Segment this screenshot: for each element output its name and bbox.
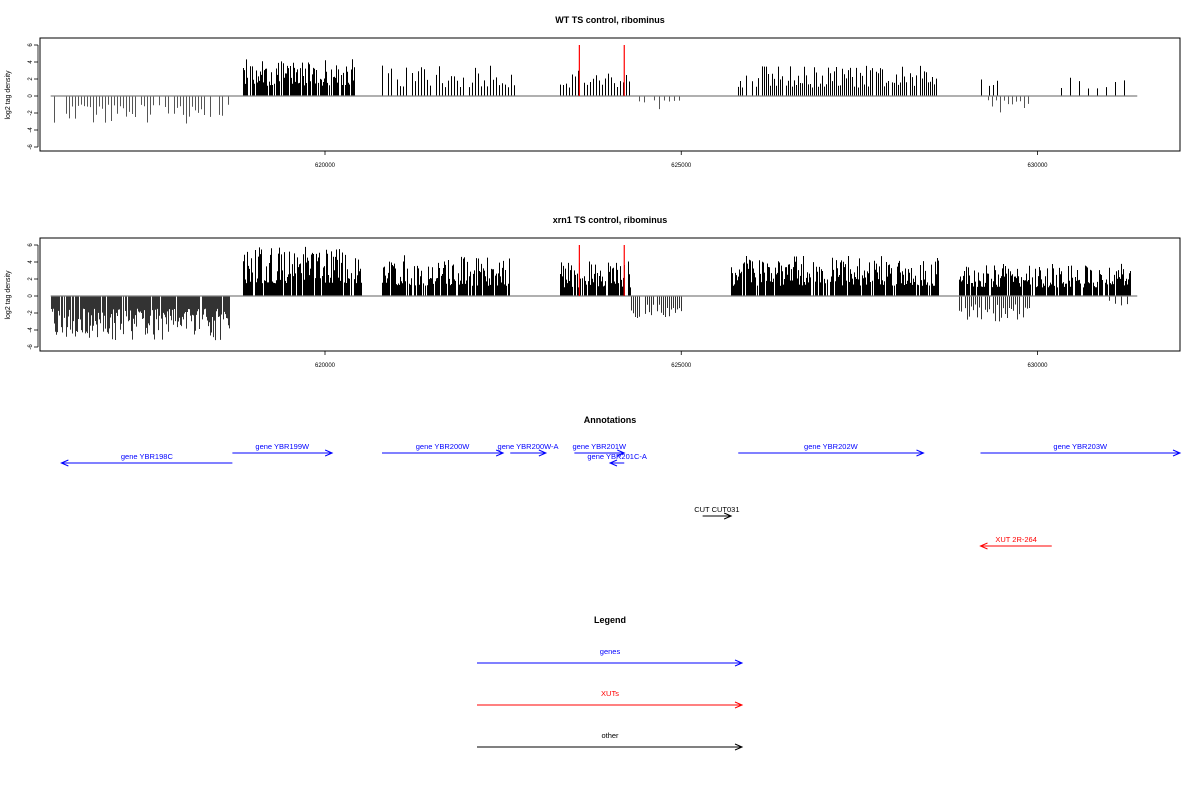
annotation-label: gene YBR201W xyxy=(572,442,627,451)
y-tick-label: 6 xyxy=(28,43,34,47)
legend-arrow-head xyxy=(734,743,744,751)
annotation-gene-arrow: gene YBR203W xyxy=(980,442,1182,457)
xrn1-red-markers xyxy=(578,245,625,296)
annotation-gene-arrow: gene YBR199W xyxy=(232,442,334,457)
legend-label: other xyxy=(601,731,619,740)
y-tick-label: 4 xyxy=(28,260,34,264)
x-tick-label: 625000 xyxy=(671,163,692,169)
legend-item: other xyxy=(477,731,744,751)
annotation-gene-arrow: gene YBR200W-A xyxy=(498,442,559,457)
arrow-head xyxy=(608,459,618,467)
annotations-title: Annotations xyxy=(584,415,637,425)
legend-item: genes xyxy=(477,647,744,667)
xrn1-y-ticks: -6 -4 -2 0 2 4 6 xyxy=(28,243,39,350)
y-tick-label: 6 xyxy=(28,243,34,247)
annotation-XUT-arrow: XUT 2R-264 xyxy=(979,535,1052,550)
legend-arrow-head xyxy=(734,659,744,667)
wt-plot-frame xyxy=(39,37,1181,152)
x-tick-label: 625000 xyxy=(671,363,692,369)
annotation-gene-arrow: gene YBR202W xyxy=(738,442,925,457)
xrn1-x-ticks: 620000 625000 630000 xyxy=(315,351,1048,369)
annotation-label: gene YBR201C-A xyxy=(587,452,646,461)
annotation-features: gene YBR198C gene YBR199W gene YBR200W gene… xyxy=(60,442,1182,550)
y-tick-label: -2 xyxy=(28,310,34,316)
y-tick-label: -6 xyxy=(28,344,34,350)
xrn1-signal-bars xyxy=(51,246,1131,341)
arrow-head xyxy=(1172,449,1182,457)
xrn1-track-panel: xrn1 TS control, ribominus log2 tag dens… xyxy=(5,215,1181,369)
wt-signal-bars xyxy=(54,59,1125,124)
y-tick-label: 4 xyxy=(28,60,34,64)
annotation-label: gene YBR200W xyxy=(416,442,471,451)
annotation-label: XUT 2R-264 xyxy=(995,535,1037,544)
arrow-head xyxy=(538,449,548,457)
annotation-other-arrow: CUT CUT031 xyxy=(694,505,740,520)
legend-title: Legend xyxy=(594,615,626,625)
annotation-label: gene YBR198C xyxy=(121,452,174,461)
xrn1-plot-frame xyxy=(39,237,1181,352)
arrow-head xyxy=(723,512,733,520)
wt-panel-title: WT TS control, ribominus xyxy=(555,15,665,25)
y-tick-label: 0 xyxy=(28,294,34,298)
x-tick-label: 630000 xyxy=(1027,163,1048,169)
annotation-label: gene YBR202W xyxy=(804,442,859,451)
xrn1-y-axis-label: log2 tag density xyxy=(5,270,12,320)
y-tick-label: 0 xyxy=(28,94,34,98)
x-tick-label: 620000 xyxy=(315,363,336,369)
y-tick-label: 2 xyxy=(28,77,34,81)
y-tick-label: -6 xyxy=(28,144,34,150)
annotation-gene-arrow: gene YBR201W xyxy=(572,442,627,457)
legend-label: genes xyxy=(600,647,621,656)
x-tick-label: 620000 xyxy=(315,163,336,169)
legend-items: genes XUTs other xyxy=(477,647,744,751)
annotation-label: gene YBR203W xyxy=(1053,442,1108,451)
annotation-gene-arrow: gene YBR200W xyxy=(382,442,505,457)
arrow-head xyxy=(495,449,505,457)
annotation-gene-arrow: gene YBR198C xyxy=(60,452,233,467)
annotation-label: CUT CUT031 xyxy=(694,505,739,514)
y-tick-label: -4 xyxy=(28,127,34,133)
y-tick-label: -2 xyxy=(28,110,34,116)
wt-y-ticks: -6 -4 -2 0 2 4 6 xyxy=(28,43,39,150)
wt-x-ticks: 620000 625000 630000 xyxy=(315,151,1048,169)
wt-red-markers xyxy=(578,45,625,96)
y-tick-label: -4 xyxy=(28,327,34,333)
legend: Legend genes XUTs other xyxy=(477,615,744,751)
wt-track-panel: WT TS control, ribominus log2 tag densit… xyxy=(5,15,1181,169)
arrow-head xyxy=(916,449,925,457)
arrow-head xyxy=(60,459,69,467)
arrow-head xyxy=(617,449,626,457)
annotation-gene-arrow: gene YBR201C-A xyxy=(587,452,647,467)
legend-arrow-head xyxy=(734,701,744,709)
legend-item: XUTs xyxy=(477,689,744,709)
arrow-head xyxy=(979,542,988,550)
annotation-label: gene YBR200W-A xyxy=(498,442,559,451)
wt-y-axis-label: log2 tag density xyxy=(5,70,12,120)
arrow-head xyxy=(324,449,334,457)
x-tick-label: 630000 xyxy=(1027,363,1048,369)
xrn1-panel-title: xrn1 TS control, ribominus xyxy=(553,215,668,225)
legend-label: XUTs xyxy=(601,689,619,698)
y-tick-label: 2 xyxy=(28,277,34,281)
annotation-label: gene YBR199W xyxy=(255,442,310,451)
